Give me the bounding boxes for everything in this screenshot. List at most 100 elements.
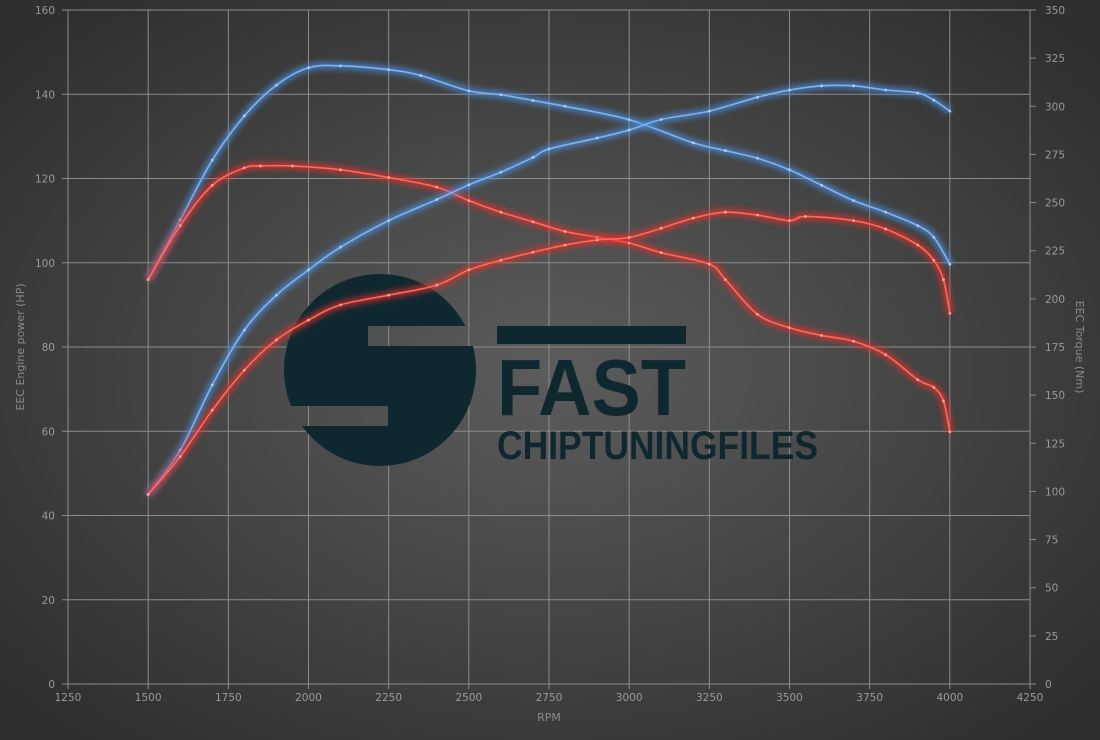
data-point bbox=[467, 268, 471, 272]
data-point bbox=[291, 164, 294, 168]
y-right-tick-label: 0 bbox=[1045, 679, 1052, 691]
data-point bbox=[210, 158, 214, 162]
logo-bar bbox=[497, 326, 686, 344]
data-point bbox=[435, 185, 439, 189]
data-point bbox=[387, 176, 391, 179]
x-tick-label: 1500 bbox=[135, 692, 162, 704]
x-tick-label: 3250 bbox=[696, 692, 723, 704]
y-axis-left-title: EEC Engine power (HP) bbox=[14, 283, 27, 410]
data-point bbox=[595, 136, 599, 140]
data-point bbox=[884, 227, 888, 231]
y-right-tick-label: 275 bbox=[1045, 149, 1065, 161]
data-point bbox=[756, 95, 759, 99]
logo-text-top: FAST bbox=[497, 343, 686, 432]
data-point bbox=[707, 109, 711, 113]
y-left-tick-label: 80 bbox=[42, 342, 55, 354]
x-tick-label: 2750 bbox=[536, 692, 563, 704]
data-point bbox=[948, 430, 952, 434]
logo-text-bottom: CHIPTUNINGFILES bbox=[497, 424, 818, 468]
data-point bbox=[531, 220, 535, 224]
data-point bbox=[788, 168, 791, 172]
data-point bbox=[723, 210, 727, 214]
data-point bbox=[707, 262, 711, 266]
data-point bbox=[627, 118, 631, 122]
data-point bbox=[210, 183, 214, 187]
data-point bbox=[259, 164, 262, 168]
data-point bbox=[820, 84, 823, 88]
x-tick-label: 4000 bbox=[936, 692, 963, 704]
data-point bbox=[932, 235, 936, 239]
data-point bbox=[932, 98, 936, 102]
data-point bbox=[387, 219, 391, 223]
data-point bbox=[178, 455, 182, 458]
data-point bbox=[852, 199, 856, 203]
data-point bbox=[210, 383, 214, 387]
y-right-tick-label: 125 bbox=[1045, 438, 1065, 450]
y-right-tick-label: 200 bbox=[1045, 294, 1065, 306]
y-right-tick-label: 250 bbox=[1045, 198, 1065, 210]
data-point bbox=[942, 399, 945, 403]
data-point bbox=[146, 278, 150, 281]
data-point bbox=[804, 215, 807, 218]
data-point bbox=[499, 258, 503, 262]
data-point bbox=[275, 338, 278, 342]
x-tick-label: 1750 bbox=[215, 692, 242, 704]
data-point bbox=[948, 109, 952, 113]
y-axis-right-title: EEC Torque (Nm) bbox=[1073, 301, 1086, 394]
data-point bbox=[563, 230, 567, 233]
data-point bbox=[435, 198, 439, 201]
data-point bbox=[659, 226, 663, 230]
y-right-tick-label: 150 bbox=[1045, 390, 1065, 402]
data-point bbox=[499, 93, 503, 97]
data-point bbox=[242, 368, 246, 372]
data-point bbox=[275, 293, 278, 297]
x-axis-title: RPM bbox=[537, 711, 561, 724]
data-point bbox=[531, 250, 535, 254]
data-point bbox=[820, 334, 823, 337]
y-left-tick-label: 40 bbox=[42, 511, 55, 523]
data-point bbox=[242, 328, 246, 332]
data-point bbox=[339, 64, 342, 68]
data-point bbox=[932, 258, 936, 262]
data-point bbox=[467, 199, 471, 203]
data-point bbox=[756, 213, 759, 217]
y-left-tick-label: 120 bbox=[35, 174, 55, 186]
data-point bbox=[627, 236, 631, 239]
data-point bbox=[788, 326, 791, 330]
y-right-tick-label: 225 bbox=[1045, 246, 1065, 258]
data-point bbox=[691, 216, 695, 220]
data-point bbox=[146, 493, 150, 496]
data-point bbox=[788, 219, 791, 223]
data-point bbox=[788, 88, 791, 92]
data-point bbox=[948, 262, 952, 266]
data-point bbox=[627, 128, 631, 132]
data-point bbox=[563, 243, 567, 247]
data-point bbox=[178, 224, 182, 228]
data-point bbox=[467, 89, 471, 93]
data-point bbox=[916, 243, 920, 247]
y-right-tick-label: 100 bbox=[1045, 486, 1065, 498]
data-point bbox=[723, 278, 727, 281]
data-point bbox=[942, 278, 945, 281]
data-point bbox=[595, 238, 599, 242]
data-point bbox=[659, 251, 663, 255]
data-point bbox=[563, 104, 567, 108]
y-right-tick-label: 25 bbox=[1045, 631, 1058, 643]
data-point bbox=[531, 99, 535, 102]
x-tick-label: 2000 bbox=[295, 692, 322, 704]
y-left-tick-label: 160 bbox=[35, 5, 55, 17]
data-point bbox=[884, 88, 888, 92]
x-tick-label: 3750 bbox=[856, 692, 883, 704]
brand-watermark: FAST CHIPTUNINGFILES bbox=[284, 274, 818, 468]
logo-s-emblem bbox=[284, 274, 476, 466]
data-point bbox=[691, 141, 695, 145]
data-point bbox=[884, 210, 888, 214]
data-point bbox=[627, 241, 631, 245]
data-point bbox=[723, 149, 727, 152]
data-point bbox=[852, 219, 856, 223]
data-point bbox=[435, 283, 439, 287]
data-point bbox=[419, 74, 423, 77]
data-point bbox=[932, 386, 936, 389]
data-point bbox=[499, 210, 503, 214]
